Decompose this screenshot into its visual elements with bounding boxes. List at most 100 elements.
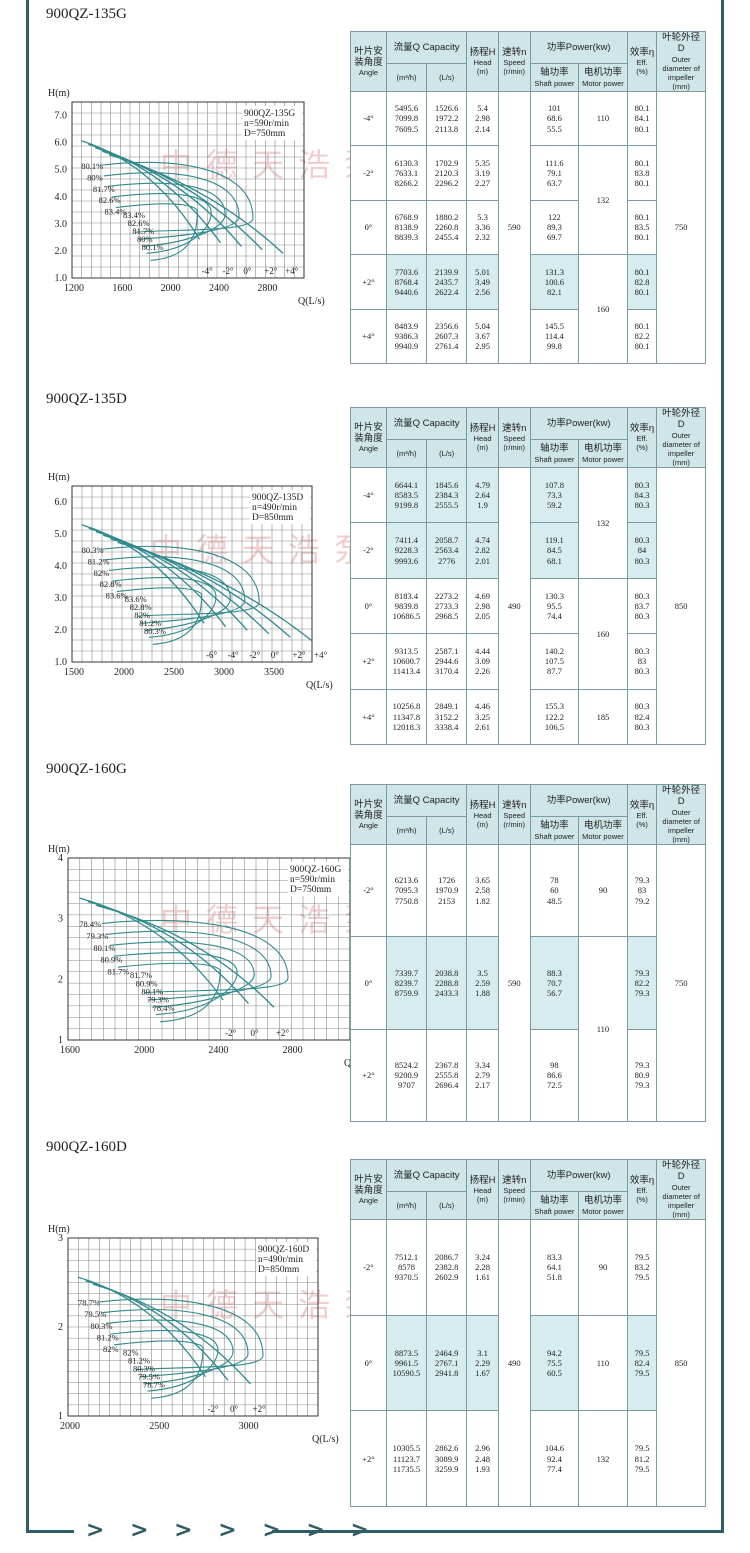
- cell-shaft-power-value: 114.4: [544, 331, 564, 342]
- cell-efficiency: 80.3 84.3 80.3: [626, 466, 658, 524]
- cell-head: 3.34 2.79 2.17: [466, 1028, 499, 1123]
- cell-shaft-power-value: 68.6: [546, 113, 562, 124]
- efficiency-label: 83.4%: [104, 207, 126, 217]
- y-tick-label: 4.0: [55, 561, 68, 572]
- cell-capacity-ls-value: 1970.9: [434, 885, 459, 896]
- table-row: +4° 10256.8 11347.8 12018.3 2849.1 3152.2 3338…: [350, 688, 706, 746]
- cell-head-value: 2.98: [475, 113, 490, 124]
- efficiency-label: 80.3%: [91, 1321, 113, 1331]
- cell-capacity-m3h-value: 9200.9: [394, 1070, 419, 1081]
- cell-efficiency-value: 79.3: [634, 875, 650, 886]
- efficiency-label: 78.4%: [79, 919, 101, 929]
- cell-head-value: 2.14: [475, 123, 490, 134]
- cell-efficiency-value: 79.3: [634, 967, 650, 978]
- th-capacity-label: 流量Q Capacity: [393, 41, 460, 53]
- cell-capacity-m3h-value: 11347.8: [392, 711, 421, 722]
- cell-shaft-power: 101 68.6 55.5: [529, 90, 580, 147]
- y-tick-label: 1: [58, 1035, 63, 1046]
- table-row: +2° 8524.2 9200.9 9707 2367.8 2555.8 2696.4 3.3…: [350, 1028, 706, 1123]
- footer: > > > > > > >: [0, 1518, 750, 1553]
- cell-shaft-power: 83.3 64.1 51.8: [529, 1218, 580, 1316]
- cell-shaft-power-value: 106.5: [544, 721, 564, 732]
- cell-capacity-ls-value: 3259.9: [434, 1463, 459, 1474]
- efficiency-labels: 80.3%81.2%82%82.8%83.6%83.6%82.8%82%81.2…: [82, 545, 166, 636]
- cell-efficiency-value: 81.2: [634, 1453, 650, 1464]
- cell-efficiency-value: 80.1: [634, 341, 650, 352]
- cell-motor-power: 110: [578, 90, 628, 147]
- cell-capacity-ls-value: 1726: [438, 875, 456, 886]
- cell-efficiency: 80.3 83.7 80.3: [626, 577, 658, 635]
- cell-capacity-m3h: 8524.2 9200.9 9707: [385, 1028, 428, 1123]
- th-motor-en: Motor power: [582, 831, 624, 841]
- cell-angle: +2°: [350, 633, 387, 690]
- cell-head-value: 3.09: [475, 656, 490, 667]
- header-row: 叶片安装角度 Angle 流量Q Capacity 扬程H Head (m) 速转n Spee…: [350, 30, 706, 92]
- th-angle-en: Angle: [358, 68, 379, 78]
- y-tick-label: 3.0: [55, 219, 68, 230]
- cell-capacity-ls: 2038.8 2288.8 2433.3: [426, 936, 468, 1030]
- efficiency-label: 81.7%: [107, 966, 129, 976]
- th-speed-en: Speed: [503, 811, 526, 821]
- y-tick-label: 7.0: [55, 111, 68, 122]
- cell-capacity-m3h-value: 8138.9: [394, 222, 419, 233]
- cell-efficiency-value: 80.1: [634, 232, 650, 243]
- cell-capacity-ls-value: 1845.6: [434, 479, 459, 490]
- cell-capacity-m3h: 8873.5 9961.5 10590.5: [385, 1314, 428, 1412]
- footer-line-left: [26, 1530, 74, 1533]
- th-head-en: Head: [473, 58, 492, 68]
- y-tick-label: 2.0: [55, 246, 68, 257]
- cell-shaft-power: 140.2 107.5 87.7: [529, 633, 580, 690]
- th-head: 扬程H Head (m): [466, 31, 499, 92]
- cell-efficiency: 79.5 83.2 79.5: [626, 1218, 658, 1316]
- cell-shaft-power: 107.8 73.3 59.2: [529, 466, 580, 524]
- cell-capacity-m3h-value: 8583.5: [394, 489, 419, 500]
- angle-curve-label: 0°: [243, 266, 252, 276]
- angle-curve-label: -4°: [202, 266, 213, 276]
- performance-chart: 4321H(m)1600200024002800Q(L/s)900QZ-160G…: [46, 830, 376, 1070]
- cell-angle: 0°: [350, 577, 387, 635]
- cell-capacity-ls-value: 2555.5: [434, 500, 459, 511]
- cell-shaft-power: 122 89.3 69.7: [529, 199, 580, 256]
- x-tick-label: 1200: [64, 283, 84, 294]
- cell-capacity-ls-value: 2607.3: [434, 331, 459, 342]
- cell-efficiency: 79.3 82.2 79.3: [626, 936, 658, 1030]
- th-speed-unit: (r/min): [503, 1195, 526, 1205]
- cell-capacity-m3h-value: 10305.5: [392, 1443, 421, 1454]
- angle-curve-label: +2°: [276, 1028, 290, 1038]
- th-capacity: 流量Q Capacity: [385, 30, 468, 65]
- cell-efficiency: 79.5 82.4 79.5: [626, 1314, 658, 1412]
- cell-head: 5.3 3.36 2.32: [466, 199, 499, 256]
- chart-svg: 7.0 6.0 5.0 4.0 3.0 2.0 1.0 H(m) 1200 1600 2000 240…: [48, 88, 325, 307]
- cell-shaft-power-value: 104.6: [544, 1443, 564, 1454]
- angle-curve-label: 0°: [250, 1028, 258, 1038]
- y-axis-label: H(m): [48, 88, 70, 99]
- cell-head-value: 2.58: [475, 885, 490, 896]
- th-capacity-ls: (L/s): [426, 816, 468, 845]
- th-diameter: 叶轮外径 D Outer diameter of impeller (mm): [656, 1159, 706, 1220]
- th-angle: 叶片安装角度 Angle: [350, 31, 387, 92]
- cell-capacity-m3h: 8483.9 9386.3 9940.9: [385, 308, 428, 365]
- cell-capacity-ls-value: 2384.3: [434, 489, 459, 500]
- cell-shaft-power-value: 145.5: [544, 320, 564, 331]
- cell-efficiency: 80.1 83.8 80.1: [626, 145, 658, 201]
- efficiency-label: 79.3%: [86, 931, 108, 941]
- cell-capacity-ls-value: 2602.9: [434, 1272, 459, 1283]
- cell-efficiency-value: 80.3: [634, 701, 650, 712]
- cell-capacity-m3h-value: 8524.2: [394, 1060, 419, 1071]
- cell-capacity-m3h-value: 7411.4: [394, 535, 419, 546]
- th-m3h: (m³/h): [396, 1200, 417, 1210]
- th-speed-unit: (r/min): [503, 820, 526, 830]
- cell-efficiency-value: 80.1: [634, 320, 650, 331]
- cell-capacity-m3h-value: 9707: [397, 1080, 415, 1091]
- cell-efficiency: 79.3 80.9 79.3: [626, 1028, 658, 1123]
- cell-head-value: 3.25: [475, 711, 490, 722]
- cell-capacity-m3h-value: 6644.1: [394, 479, 419, 490]
- header-row: 叶片安装角度 Angle 流量Q Capacity 扬程H Head (m) 速转n Spee…: [350, 1158, 706, 1220]
- cell-motor-power: 132: [578, 145, 628, 256]
- cell-shaft-power-value: 111.6: [545, 157, 564, 168]
- cell-shaft-power-value: 119.1: [544, 535, 564, 546]
- cell-efficiency-value: 79.5: [634, 1443, 650, 1454]
- cell-shaft-power-value: 107.8: [544, 479, 564, 490]
- efficiency-label: 82%: [123, 1347, 139, 1357]
- cell-head-value: 2.26: [475, 666, 490, 677]
